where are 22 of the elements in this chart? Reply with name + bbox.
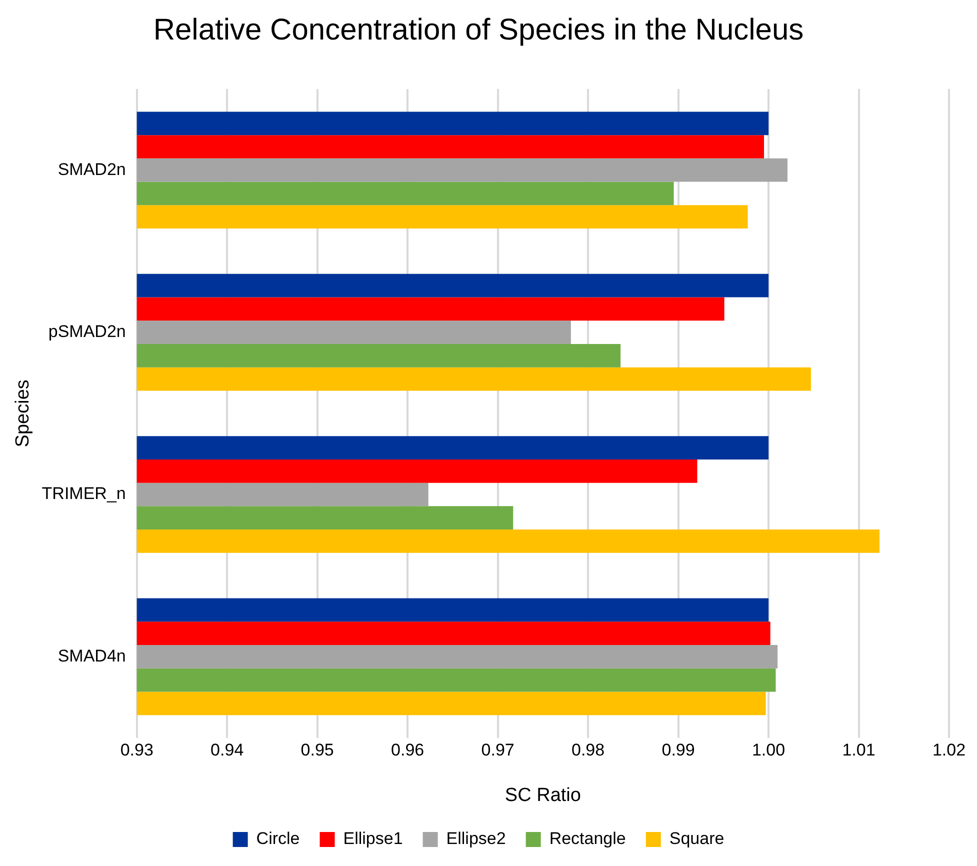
y-tick-label: TRIMER_n (42, 484, 126, 504)
x-tick-label: 0.95 (300, 740, 334, 760)
y-tick-label: pSMAD2n (48, 322, 126, 341)
x-tick-label: 0.99 (662, 740, 695, 760)
x-tick-label: 1.01 (842, 740, 876, 760)
y-tick-label: SMAD2n (58, 160, 126, 179)
legend-label: Square (669, 829, 724, 848)
x-axis-title: SC Ratio (504, 784, 581, 806)
chart-title: Relative Concentration of Species in the Nucleus (153, 13, 804, 46)
legend-label: Circle (256, 829, 300, 848)
y-axis-title: Species (12, 380, 34, 448)
x-tick-label: 0.96 (391, 740, 424, 760)
x-tick-label: 0.97 (481, 740, 514, 760)
legend-label: Ellipse1 (343, 829, 403, 848)
x-tick-label: 0.94 (210, 740, 244, 760)
x-tick-label: 1.02 (932, 740, 966, 760)
legend-label: Ellipse2 (446, 829, 506, 848)
legend-label: Rectangle (549, 829, 626, 848)
y-tick-label: SMAD4n (58, 646, 126, 666)
x-tick-label: 0.93 (120, 740, 154, 760)
x-tick-label: 0.98 (572, 740, 605, 760)
x-tick-label: 1.00 (752, 740, 786, 760)
